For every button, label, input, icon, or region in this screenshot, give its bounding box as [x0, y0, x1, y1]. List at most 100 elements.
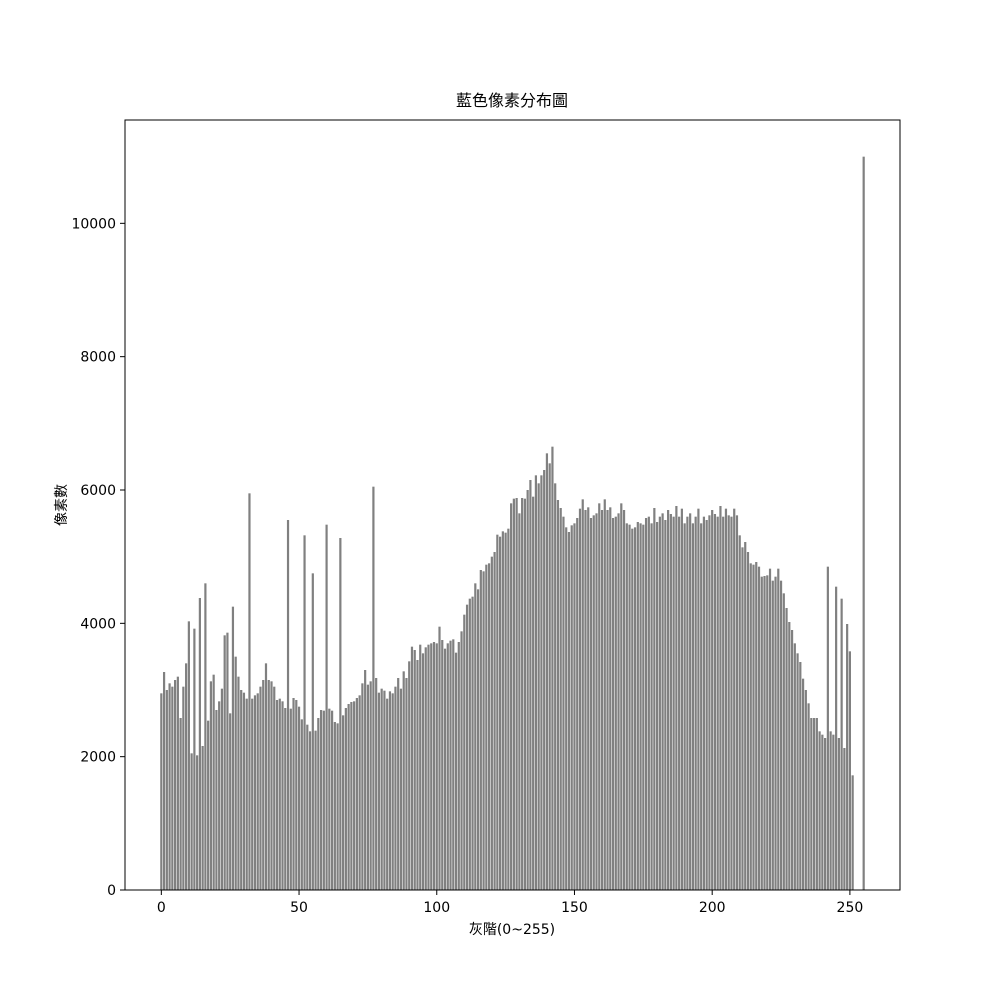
bar: [386, 698, 389, 890]
bar: [843, 748, 846, 890]
bar: [474, 583, 477, 890]
y-tick-label: 6000: [80, 483, 116, 499]
bar: [499, 536, 502, 890]
bar: [452, 639, 455, 890]
bar: [738, 535, 741, 890]
bar: [220, 688, 224, 890]
bar: [790, 630, 794, 890]
bar: [226, 632, 229, 890]
bar: [746, 552, 750, 890]
bar: [719, 506, 722, 890]
bar: [589, 518, 593, 890]
bar: [835, 586, 838, 890]
bar: [242, 692, 246, 890]
bar: [793, 643, 796, 890]
bar: [162, 672, 166, 890]
bar: [438, 626, 441, 890]
bar: [322, 710, 325, 890]
bar: [278, 698, 281, 890]
bar: [377, 692, 381, 890]
bar: [347, 704, 350, 890]
bar: [667, 510, 670, 890]
bar: [237, 676, 240, 890]
bar: [518, 513, 521, 890]
bar: [292, 698, 295, 890]
bar: [537, 483, 540, 890]
bar: [545, 453, 549, 890]
x-tick-label: 100: [423, 900, 450, 916]
bar: [281, 701, 284, 890]
bar: [490, 556, 493, 890]
bar: [757, 566, 761, 890]
bar: [799, 662, 802, 890]
bar: [245, 698, 248, 890]
bar: [804, 690, 807, 890]
bar: [824, 738, 827, 890]
bar: [548, 463, 551, 890]
bar: [543, 470, 546, 890]
bar: [611, 518, 615, 890]
bar: [581, 499, 584, 890]
bar: [342, 715, 345, 890]
bar: [328, 708, 331, 890]
bar: [501, 531, 504, 890]
bar: [179, 718, 182, 890]
bar: [306, 724, 309, 890]
bar: [551, 446, 554, 890]
bar: [319, 710, 323, 890]
bar: [504, 532, 507, 890]
bar: [565, 527, 568, 890]
bar: [482, 571, 485, 890]
bar: [606, 510, 609, 890]
bar: [372, 486, 375, 890]
bar: [774, 576, 777, 890]
bar: [620, 503, 623, 890]
bar: [479, 570, 482, 890]
bar: [496, 534, 499, 890]
bar: [454, 652, 458, 890]
bar: [259, 686, 262, 890]
bar: [394, 686, 397, 890]
bar: [209, 681, 213, 890]
bar: [686, 516, 689, 890]
x-tick-label: 150: [561, 900, 588, 916]
bar: [826, 566, 829, 890]
bar: [366, 684, 370, 890]
bar: [397, 678, 400, 890]
bar: [446, 643, 449, 890]
bar: [669, 514, 672, 890]
bar: [862, 156, 865, 890]
bar: [821, 734, 824, 890]
bar: [567, 532, 571, 890]
bar: [650, 523, 653, 890]
plot-frame: [124, 119, 901, 891]
bar: [286, 520, 290, 890]
bar: [631, 528, 634, 890]
bar: [435, 643, 438, 890]
bar: [711, 510, 714, 890]
bar: [187, 621, 190, 890]
bar: [171, 686, 174, 890]
bar: [361, 683, 364, 890]
bar: [609, 507, 612, 890]
bar: [399, 688, 403, 890]
bar: [336, 723, 339, 890]
bar: [573, 523, 576, 890]
bar: [796, 653, 799, 890]
y-tick-label: 4000: [80, 616, 116, 632]
bar: [218, 701, 221, 890]
bar: [587, 507, 590, 890]
bar: [697, 508, 700, 890]
bar: [364, 670, 367, 890]
bar: [160, 693, 163, 890]
bar: [193, 628, 196, 890]
bar: [763, 576, 766, 890]
bar: [782, 593, 785, 890]
bar: [344, 708, 347, 890]
bar: [694, 516, 697, 890]
bar: [752, 564, 755, 890]
bar: [507, 528, 510, 890]
bar: [733, 508, 736, 890]
y-tick-label: 2000: [80, 750, 116, 766]
bar: [771, 580, 774, 890]
